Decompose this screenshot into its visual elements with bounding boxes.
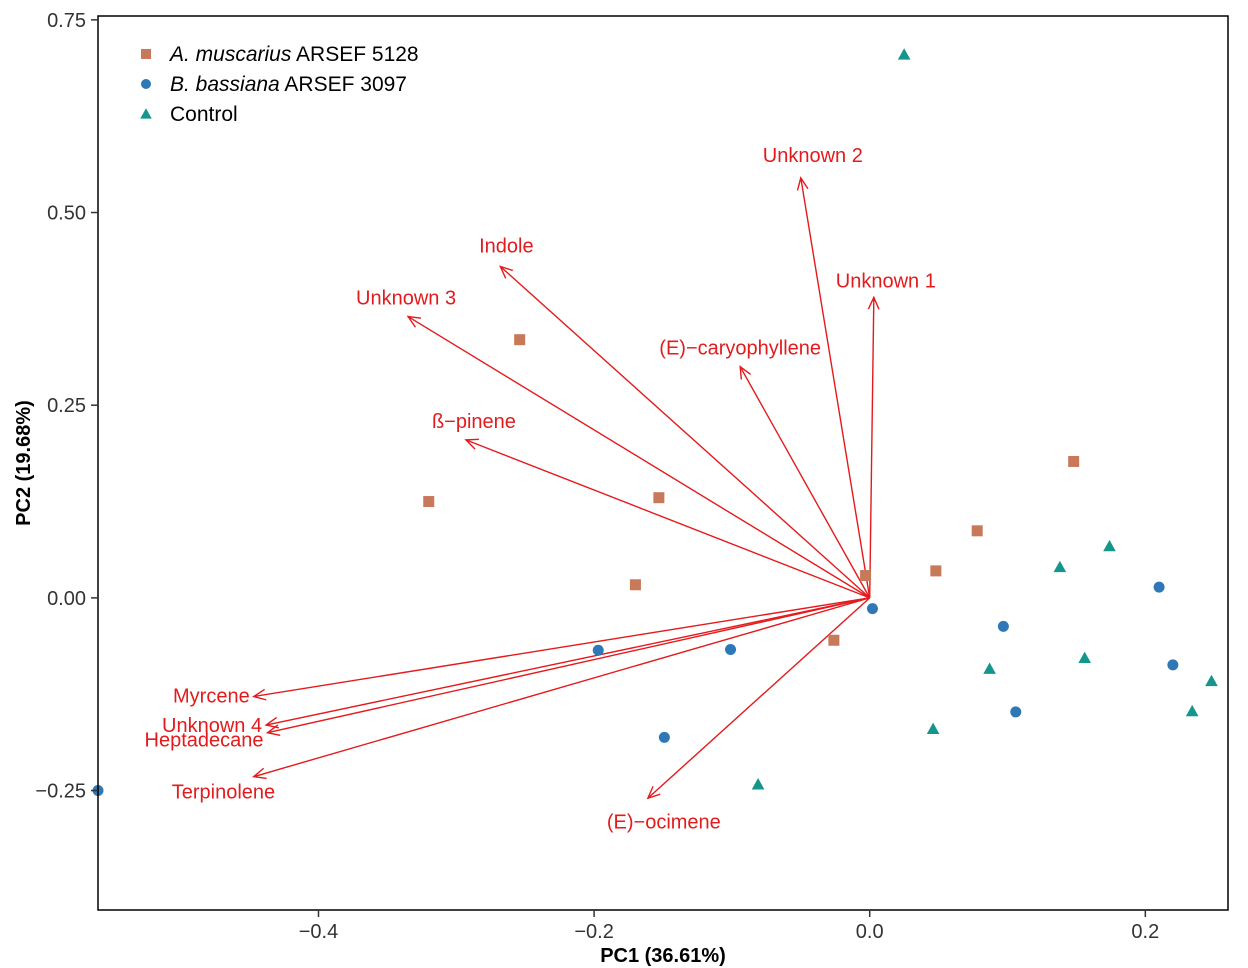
a_muscarius-point [971, 525, 983, 537]
a_muscarius-point [860, 570, 872, 582]
loading-label: Unknown 2 [763, 145, 863, 167]
loading-label: (E)−caryophyllene [659, 338, 821, 360]
legend-species: A. muscarius [168, 43, 292, 66]
a_muscarius-point [629, 579, 641, 591]
legend-label-b_bassiana: B. bassiana ARSEF 3097 [170, 73, 407, 96]
b_bassiana-point [1167, 659, 1179, 671]
legend-label-a_muscarius: A. muscarius ARSEF 5128 [168, 43, 419, 66]
legend: A. muscarius ARSEF 5128 B. bassiana ARSEF… [140, 43, 419, 126]
legend-label-control: Control [170, 103, 238, 126]
b_bassiana-point [1153, 581, 1165, 593]
b_bassiana-point [592, 644, 604, 656]
control-point [1205, 674, 1218, 687]
loading-vector [800, 177, 871, 598]
loading-label: Terpinolene [172, 782, 275, 804]
loading-vector [647, 597, 871, 799]
b_bassiana-point [1010, 706, 1022, 718]
loading-label: Myrcene [173, 686, 250, 708]
control-point [1185, 704, 1199, 717]
loading-arrowhead [252, 767, 267, 780]
loading-arrowhead [796, 176, 809, 191]
a_muscarius-point [828, 634, 840, 646]
loading-vector [465, 439, 870, 599]
y-tick-label: 0.50 [47, 203, 86, 225]
b_bassiana-point [725, 644, 737, 656]
loading-vector [869, 297, 875, 598]
loading-vector [499, 265, 871, 599]
loading-label: Unknown 4 [162, 715, 262, 737]
loading-arrowhead [867, 295, 880, 310]
x-tick-label: 0.2 [1131, 921, 1159, 943]
control-point [1053, 560, 1067, 573]
x-tick-label: −0.4 [299, 921, 338, 943]
loading-vector [253, 597, 870, 698]
control-point [1103, 539, 1116, 552]
y-tick-label: −0.25 [35, 781, 86, 803]
x-axis-title: PC1 (36.61%) [600, 945, 726, 967]
legend-key-a_muscarius [141, 49, 151, 59]
a_muscarius-point [514, 334, 526, 346]
control-point [926, 722, 940, 734]
legend-strain: ARSEF 5128 [291, 43, 418, 66]
loading-label: (E)−ocimene [607, 811, 721, 833]
loading-label: ß−pinene [432, 411, 516, 433]
loading-vectors: Unknown 2 Indole Unknown 1 Unknown 3 (E)−car… [145, 145, 936, 833]
axes: −0.4 −0.2 0.0 0.2 0.75 0.50 0.25 0.00 −0.25 [35, 10, 1159, 943]
loading-arrowhead [406, 315, 422, 328]
b_bassiana-point [658, 731, 670, 743]
loading-label: Unknown 1 [836, 270, 936, 292]
legend-key-control [140, 108, 152, 119]
a_muscarius-point [423, 496, 435, 508]
loading-label: Unknown 3 [356, 288, 456, 310]
loading-arrowhead [646, 786, 661, 800]
legend-key-b_bassiana [141, 79, 151, 89]
b_bassiana-point [997, 620, 1009, 632]
loading-label: Heptadecane [145, 730, 264, 752]
plot-frame [97, 15, 1229, 911]
control-point [897, 48, 911, 60]
a_muscarius-point [653, 492, 665, 504]
loading-arrowhead [464, 438, 479, 450]
loading-arrowhead [499, 265, 513, 279]
legend-strain: ARSEF 3097 [280, 73, 407, 96]
x-tick-label: −0.2 [574, 921, 613, 943]
loading-vector [267, 597, 870, 734]
sample-points [92, 48, 1218, 797]
loading-arrowhead [265, 724, 281, 737]
control-point [983, 662, 996, 674]
loading-label: Indole [479, 235, 534, 257]
loading-vector [739, 366, 871, 599]
b_bassiana-point [866, 603, 878, 615]
loading-arrowhead [252, 688, 267, 701]
loading-vector [265, 597, 870, 726]
legend-species: B. bassiana [170, 73, 280, 96]
control-point [1078, 651, 1092, 664]
y-tick-label: 0.75 [47, 10, 86, 32]
control-point [751, 778, 765, 790]
a_muscarius-point [1068, 455, 1080, 467]
loading-vector [407, 315, 871, 599]
y-axis-title: PC2 (19.68%) [13, 400, 35, 526]
y-tick-label: 0.00 [47, 588, 86, 610]
loading-arrowhead [739, 365, 752, 380]
loading-vector [253, 597, 870, 778]
x-tick-label: 0.0 [856, 921, 884, 943]
y-tick-label: 0.25 [47, 395, 86, 417]
a_muscarius-point [930, 565, 942, 577]
